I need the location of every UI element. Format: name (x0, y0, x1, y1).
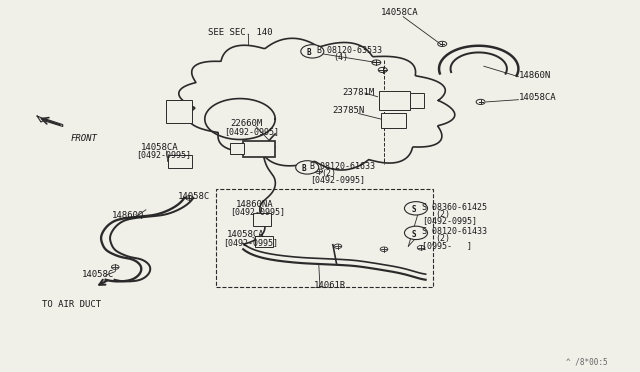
Polygon shape (37, 116, 63, 126)
FancyBboxPatch shape (410, 93, 424, 108)
Circle shape (296, 161, 319, 174)
Text: 14061R: 14061R (314, 281, 346, 290)
FancyBboxPatch shape (243, 141, 275, 157)
FancyBboxPatch shape (381, 113, 406, 128)
Text: SEE SEC. 140: SEE SEC. 140 (208, 28, 273, 37)
Text: 23785N: 23785N (333, 106, 365, 115)
Text: [0492-0995]: [0492-0995] (422, 216, 477, 225)
Text: FRONT: FRONT (70, 134, 97, 143)
Circle shape (301, 45, 324, 58)
Text: 14058CA: 14058CA (227, 230, 265, 239)
Text: 14058CA: 14058CA (381, 8, 419, 17)
Circle shape (404, 226, 428, 240)
Text: 14058CA: 14058CA (141, 142, 179, 151)
Text: 14860Q: 14860Q (112, 211, 144, 219)
FancyBboxPatch shape (168, 155, 192, 168)
Text: [0995-   ]: [0995- ] (422, 241, 472, 250)
Text: 14860NA: 14860NA (236, 200, 273, 209)
Text: [0492-0995]: [0492-0995] (310, 175, 365, 184)
Text: 14058C: 14058C (178, 192, 210, 201)
Text: S 08360-61425: S 08360-61425 (422, 203, 488, 212)
Text: TO AIR DUCT: TO AIR DUCT (42, 300, 100, 309)
Text: (2): (2) (435, 209, 450, 218)
Text: [0492-0995]: [0492-0995] (224, 127, 279, 136)
Text: 23781M: 23781M (342, 88, 374, 97)
Text: ^ /8*00:5: ^ /8*00:5 (566, 357, 608, 366)
FancyBboxPatch shape (253, 213, 271, 226)
Circle shape (404, 202, 428, 215)
Text: S 08120-61433: S 08120-61433 (422, 227, 488, 236)
Text: S: S (412, 230, 416, 238)
Text: (4): (4) (333, 53, 348, 62)
Text: 14058C: 14058C (82, 270, 114, 279)
Text: (2): (2) (321, 169, 336, 177)
Text: 14860N: 14860N (518, 71, 550, 80)
Text: B: B (307, 48, 311, 57)
Text: [0492-0995]: [0492-0995] (230, 207, 285, 216)
FancyBboxPatch shape (255, 236, 273, 247)
Text: 14058CA: 14058CA (518, 93, 556, 102)
Text: [0492-0995]: [0492-0995] (136, 150, 191, 159)
Text: S: S (412, 205, 416, 214)
FancyBboxPatch shape (379, 91, 410, 110)
Text: (2): (2) (435, 234, 450, 243)
Text: 22660M: 22660M (230, 119, 262, 128)
Text: B 08120-63533: B 08120-63533 (317, 46, 382, 55)
Text: B 08120-61633: B 08120-61633 (310, 162, 376, 171)
FancyBboxPatch shape (166, 100, 192, 123)
Text: [0492-0995]: [0492-0995] (223, 238, 278, 247)
Text: B: B (301, 164, 306, 173)
FancyBboxPatch shape (230, 143, 244, 154)
